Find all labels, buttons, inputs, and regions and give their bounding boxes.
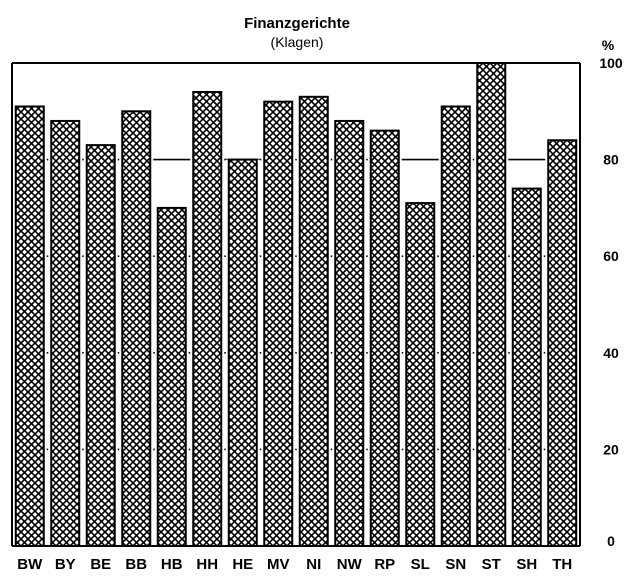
bar-MV [261, 100, 296, 547]
x-tick-label-HH: HH [196, 556, 218, 573]
bar-BW [12, 105, 47, 547]
bar-fill [369, 129, 400, 547]
bar-ST [474, 62, 509, 547]
bar-fill [334, 119, 365, 548]
plot-frame [11, 62, 581, 547]
bar-HH [190, 90, 225, 547]
bar-fill [50, 119, 81, 548]
bar-RP [367, 129, 402, 547]
chart-title: Finanzgerichte [244, 15, 350, 32]
bar-SN [438, 105, 473, 547]
x-tick-label-ST: ST [482, 556, 501, 573]
bar-fill [298, 95, 329, 547]
bars [12, 62, 580, 548]
x-tick-label-HE: HE [232, 556, 253, 573]
y-tick-label-20: 20 [603, 441, 619, 457]
bar-TH [545, 139, 580, 547]
bar-fill [156, 206, 187, 547]
bar-HE [225, 158, 260, 547]
bar-fill [547, 139, 578, 547]
x-tick-label-NI: NI [306, 556, 321, 573]
y-axis-ticks: 0 20 40 60 80 100 [599, 55, 623, 549]
bar-fill [263, 100, 294, 547]
x-axis-ticks: BW BY BE BB HB HH HE MV NI NW RP SL SN ST SH TH [17, 556, 572, 573]
x-tick-label-SN: SN [445, 556, 466, 573]
x-tick-label-BE: BE [90, 556, 111, 573]
y-tick-label-40: 40 [603, 345, 619, 361]
y-tick-label-80: 80 [603, 152, 619, 168]
bar-fill [192, 90, 223, 547]
bar-fill [14, 105, 45, 547]
bar-fill [227, 158, 258, 547]
bar-BY [48, 119, 83, 548]
x-tick-label-SL: SL [411, 556, 430, 573]
chart-subtitle: (Klagen) [271, 34, 324, 50]
bar-NI [296, 95, 331, 547]
bar-fill [405, 202, 436, 547]
x-tick-label-RP: RP [374, 556, 395, 573]
y-tick-label-60: 60 [603, 248, 619, 264]
bar-SL [403, 202, 438, 547]
bar-HB [154, 206, 189, 547]
y-tick-label-100: 100 [599, 55, 623, 71]
bar-BE [83, 144, 118, 548]
y-tick-label-0: 0 [607, 533, 615, 549]
bar-fill [511, 187, 542, 548]
bar-fill [85, 144, 116, 548]
x-tick-label-MV: MV [267, 556, 290, 573]
bar-fill [440, 105, 471, 547]
x-tick-label-BB: BB [125, 556, 147, 573]
x-tick-label-BW: BW [17, 556, 43, 573]
x-tick-label-BY: BY [55, 556, 76, 573]
bar-SH [509, 187, 544, 548]
x-tick-label-SH: SH [516, 556, 537, 573]
x-tick-label-HB: HB [161, 556, 183, 573]
x-tick-label-TH: TH [552, 556, 572, 573]
bar-BB [119, 110, 154, 548]
bar-fill [121, 110, 152, 548]
y-unit-label: % [602, 37, 615, 53]
x-tick-label-NW: NW [337, 556, 363, 573]
bar-NW [332, 119, 367, 548]
bar-fill [476, 62, 507, 547]
